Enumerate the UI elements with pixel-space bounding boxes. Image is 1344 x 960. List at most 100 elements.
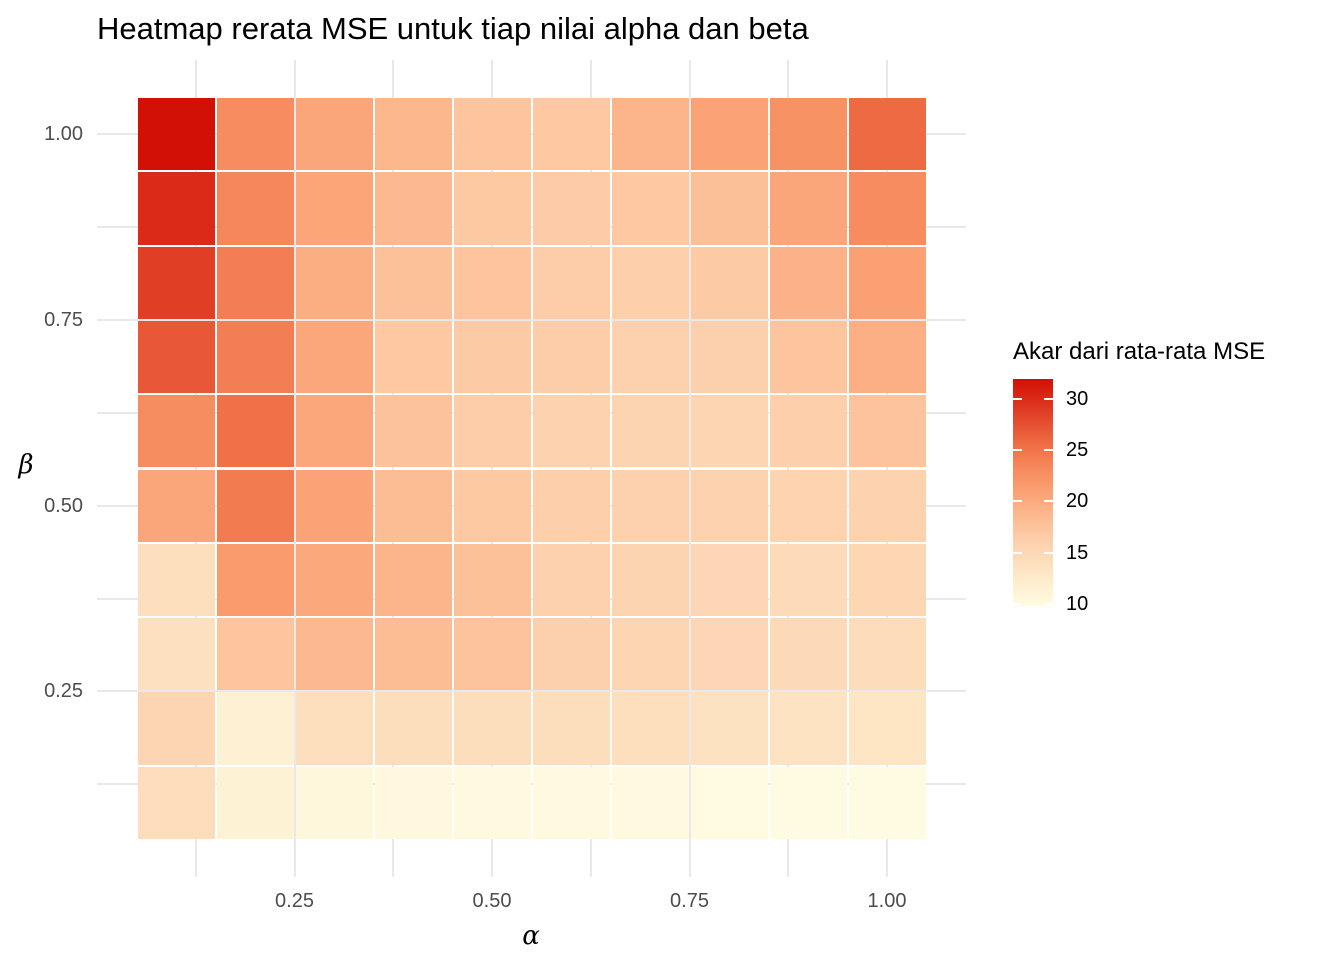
legend-tick-mark — [1013, 602, 1022, 605]
heatmap-cell — [532, 98, 610, 171]
heatmap-cell — [848, 98, 926, 171]
heatmap-cell — [137, 469, 215, 542]
gridline-vertical — [194, 60, 197, 877]
heatmap-cell — [611, 98, 689, 171]
legend-tick-mark — [1044, 602, 1053, 605]
heatmap-cell — [137, 320, 215, 394]
heatmap-cell — [769, 543, 847, 617]
x-axis-tick-label: 0.50 — [472, 890, 512, 912]
heatmap-cell — [216, 469, 294, 542]
heatmap-cell — [374, 395, 452, 468]
heatmap-cell — [769, 320, 847, 394]
legend-tick-label: 20 — [1066, 490, 1089, 513]
heatmap-cell — [216, 320, 294, 394]
heatmap-cell — [216, 766, 294, 839]
heatmap-cell — [137, 543, 215, 617]
heatmap-cell — [848, 618, 926, 691]
heatmap-cell — [848, 395, 926, 468]
heatmap-cell — [453, 320, 531, 394]
y-axis-tick-label: 0.25 — [44, 680, 83, 703]
heatmap-cell — [690, 543, 768, 617]
heatmap-cell — [453, 98, 531, 171]
heatmap-cell — [532, 246, 610, 319]
plot-title: Heatmap rerata MSE untuk tiap nilai alph… — [97, 11, 809, 46]
heatmap-cell — [690, 395, 768, 468]
heatmap-cell — [611, 246, 689, 319]
gridline-horizontal — [97, 226, 966, 229]
gridline-vertical — [293, 60, 296, 877]
legend-title: Akar dari rata-rata MSE — [1013, 338, 1266, 365]
heatmap-cell — [769, 395, 847, 468]
heatmap-cell — [216, 98, 294, 171]
heatmap-cell — [295, 766, 373, 839]
y-axis-tick-label: 0.50 — [44, 494, 83, 517]
heatmap-cell — [453, 246, 531, 319]
heatmap-cell — [532, 692, 610, 765]
legend-tick-mark — [1013, 397, 1022, 400]
heatmap-cell — [532, 543, 610, 617]
gridline-vertical — [589, 60, 592, 877]
heatmap-cell — [374, 766, 452, 839]
heatmap-cell — [453, 172, 531, 245]
heatmap-cell — [532, 172, 610, 245]
heatmap-cell — [848, 692, 926, 765]
heatmap-cell — [690, 692, 768, 765]
heatmap-cell — [137, 618, 215, 691]
heatmap-cell — [690, 246, 768, 319]
heatmap-cell — [532, 469, 610, 542]
x-axis-title-alpha: α — [522, 921, 540, 951]
x-axis-tick-label: 1.00 — [867, 890, 907, 912]
heatmap-cell — [611, 395, 689, 468]
legend-tick-label: 10 — [1066, 592, 1089, 615]
heatmap-cell — [137, 98, 215, 171]
x-axis-tick-label: 0.75 — [670, 890, 709, 912]
legend-tick-mark — [1013, 551, 1022, 554]
heatmap-cell — [848, 543, 926, 617]
heatmap-cell — [374, 469, 452, 542]
heatmap-cell — [769, 469, 847, 542]
heatmap-cell — [690, 766, 768, 839]
heatmap-cell — [848, 766, 926, 839]
heatmap-cell — [137, 395, 215, 468]
plot-panel — [97, 60, 966, 877]
heatmap-cell — [453, 469, 531, 542]
heatmap-cell — [295, 395, 373, 468]
legend-tick-mark — [1013, 448, 1022, 451]
heatmap-cell — [611, 692, 689, 765]
gridline-vertical — [392, 60, 395, 877]
heatmap-cell — [137, 692, 215, 765]
heatmap-cell — [611, 320, 689, 394]
heatmap-cell — [848, 246, 926, 319]
heatmap-cell — [848, 172, 926, 245]
y-axis-title-beta: β — [18, 450, 34, 480]
y-axis-tick-label: 1.00 — [44, 123, 83, 146]
heatmap-cell — [611, 469, 689, 542]
heatmap-cell — [374, 618, 452, 691]
heatmap-cell — [769, 692, 847, 765]
heatmap-cell — [295, 246, 373, 319]
x-axis-tick-label: 0.25 — [275, 890, 314, 912]
gridline-horizontal — [97, 597, 966, 600]
heatmap-cell — [769, 618, 847, 691]
heatmap-cell — [769, 172, 847, 245]
heatmap-cell — [295, 692, 373, 765]
heatmap-cell — [690, 98, 768, 171]
heatmap-cell — [374, 692, 452, 765]
heatmap-cell — [848, 469, 926, 542]
legend-tick-label: 30 — [1066, 387, 1089, 410]
heatmap-cell — [295, 618, 373, 691]
heatmap-cell — [374, 543, 452, 617]
heatmap-cell — [216, 618, 294, 691]
heatmap-cell — [137, 766, 215, 839]
heatmap-cell — [295, 543, 373, 617]
gridline-horizontal — [97, 319, 966, 321]
heatmap-cell — [216, 395, 294, 468]
gridline-vertical — [688, 60, 691, 877]
heatmap-cell — [453, 618, 531, 691]
heatmap-cell — [374, 320, 452, 394]
gridline-vertical — [491, 60, 493, 877]
heatmap-cell — [453, 692, 531, 765]
heatmap-cell — [295, 320, 373, 394]
heatmap-cell — [295, 469, 373, 542]
gridline-vertical — [787, 60, 790, 877]
